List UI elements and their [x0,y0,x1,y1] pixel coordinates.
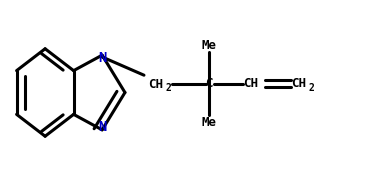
Text: CH: CH [148,78,163,91]
Text: Me: Me [201,116,216,129]
Text: 2: 2 [165,83,172,93]
Text: C: C [205,77,212,90]
Text: N: N [98,120,106,134]
Text: 2: 2 [309,83,315,93]
Text: CH: CH [243,77,258,90]
Text: Me: Me [201,39,216,52]
Text: N: N [98,51,106,65]
Text: CH: CH [291,77,306,90]
